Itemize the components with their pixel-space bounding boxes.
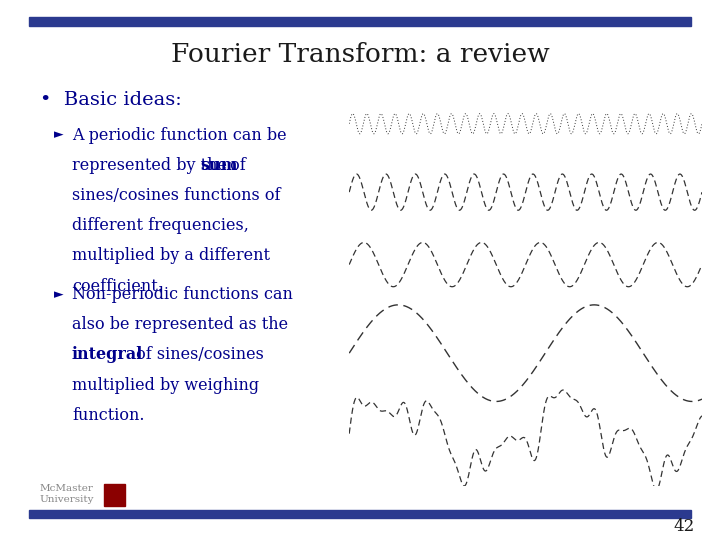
Text: Fourier Transform: a review: Fourier Transform: a review: [171, 42, 549, 66]
Text: different frequencies,: different frequencies,: [72, 217, 249, 234]
Text: ►: ►: [54, 129, 63, 141]
Text: Non-periodic functions can: Non-periodic functions can: [72, 286, 293, 303]
Text: represented by the: represented by the: [72, 157, 232, 174]
Text: University: University: [40, 495, 94, 504]
Text: multiplied by weighing: multiplied by weighing: [72, 376, 259, 394]
Text: sines/cosines functions of: sines/cosines functions of: [72, 187, 281, 204]
Text: A periodic function can be: A periodic function can be: [72, 126, 287, 144]
Text: ►: ►: [54, 288, 63, 301]
Text: 42: 42: [673, 518, 695, 535]
Text: of: of: [225, 157, 246, 174]
Text: coefficient.: coefficient.: [72, 278, 163, 295]
Text: sum: sum: [200, 157, 238, 174]
Text: also be represented as the: also be represented as the: [72, 316, 288, 333]
Text: •  Basic ideas:: • Basic ideas:: [40, 91, 181, 109]
Bar: [29, 510, 691, 518]
Text: multiplied by a different: multiplied by a different: [72, 247, 270, 265]
Bar: [29, 17, 691, 26]
Text: function.: function.: [72, 407, 145, 424]
Text: of sines/cosines: of sines/cosines: [131, 346, 264, 363]
Text: integral: integral: [72, 346, 143, 363]
Text: McMaster: McMaster: [40, 484, 94, 493]
Bar: [104, 484, 125, 506]
